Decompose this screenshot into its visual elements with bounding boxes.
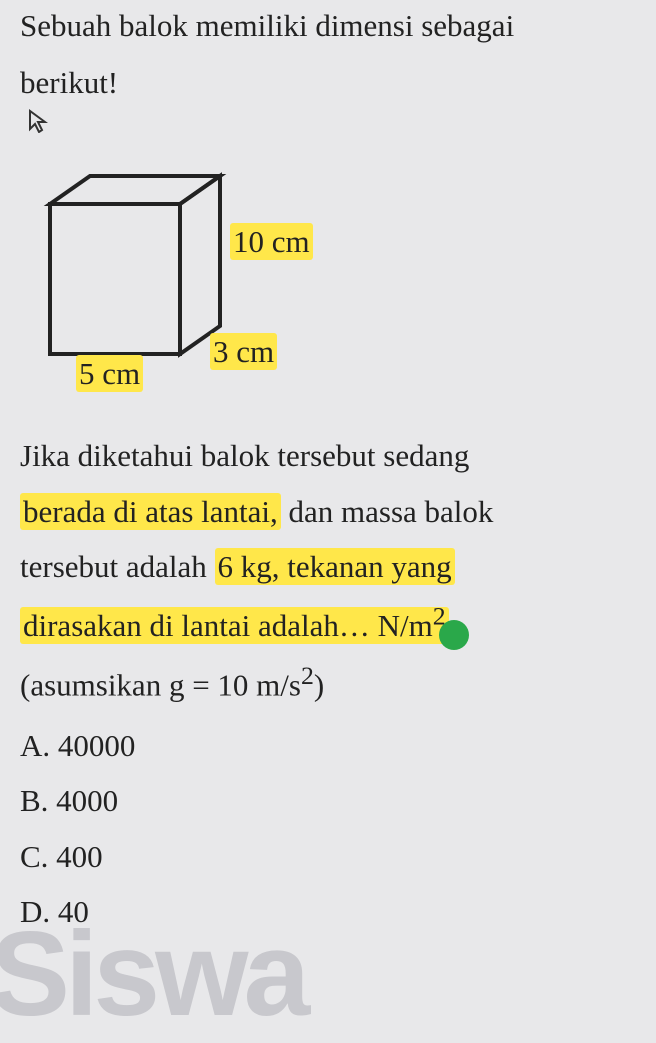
option-a[interactable]: A. 40000 bbox=[20, 719, 636, 772]
answer-options: A. 40000 B. 4000 C. 400 D. 40 bbox=[20, 719, 636, 938]
cursor-arrow-icon bbox=[28, 109, 636, 140]
body-line-5: (asumsikan g = 10 m/s2) bbox=[20, 653, 636, 713]
option-c[interactable]: C. 400 bbox=[20, 830, 636, 883]
dim-height-label: 10 cm bbox=[230, 224, 313, 260]
option-d[interactable]: D. 40 bbox=[20, 885, 636, 938]
option-b[interactable]: B. 4000 bbox=[20, 774, 636, 827]
question-line-1: Sebuah balok memiliki dimensi sebagai bbox=[20, 0, 636, 53]
body-line-4: dirasakan di lantai adalah… N/m2 bbox=[20, 594, 636, 654]
dim-width-label: 5 cm bbox=[76, 356, 143, 392]
dim-depth-label: 3 cm bbox=[210, 334, 277, 370]
cuboid-diagram: 10 cm 3 cm 5 cm bbox=[30, 164, 430, 404]
question-body: Jika diketahui balok tersebut sedang ber… bbox=[20, 428, 636, 713]
question-line-2: berikut! bbox=[20, 57, 636, 110]
green-dot-icon bbox=[439, 620, 469, 650]
body-line-1: Jika diketahui balok tersebut sedang bbox=[20, 428, 636, 483]
body-line-3: tersebut adalah 6 kg, tekanan yang bbox=[20, 539, 636, 594]
body-line-2: berada di atas lantai, dan massa balok bbox=[20, 484, 636, 539]
